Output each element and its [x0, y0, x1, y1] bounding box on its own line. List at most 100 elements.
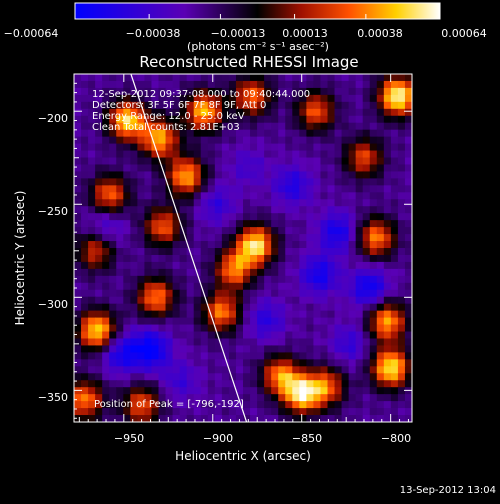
image-pixel: [362, 366, 371, 374]
image-pixel: [228, 122, 237, 131]
image-pixel: [200, 74, 209, 82]
image-pixel: [172, 345, 181, 353]
image-pixel: [102, 261, 110, 270]
image-pixel: [320, 206, 329, 214]
image-pixel: [221, 373, 230, 381]
image-pixel: [81, 310, 89, 319]
image-pixel: [116, 87, 124, 96]
image-pixel: [327, 324, 336, 333]
image-pixel: [95, 317, 103, 326]
image-pixel: [123, 380, 131, 388]
image-pixel: [221, 282, 230, 291]
image-pixel: [221, 394, 230, 402]
image-pixel: [130, 87, 138, 96]
image-pixel: [376, 241, 385, 249]
image-pixel: [271, 254, 279, 263]
image-pixel: [327, 241, 336, 249]
colorbar-ticks: [74, 14, 441, 19]
image-pixel: [109, 338, 117, 347]
image-pixel: [376, 303, 385, 312]
image-pixel: [88, 143, 96, 152]
image-pixel: [214, 317, 223, 326]
image-pixel: [320, 164, 329, 173]
image-pixel: [186, 352, 195, 360]
image-pixel: [264, 87, 272, 96]
image-pixel: [362, 241, 371, 249]
image-pixel: [341, 115, 350, 124]
image-pixel: [207, 408, 216, 416]
image-pixel: [327, 171, 336, 179]
image-pixel: [257, 345, 265, 353]
image-pixel: [257, 303, 265, 312]
image-pixel: [214, 164, 223, 173]
image-pixel: [299, 387, 307, 395]
image-pixel: [116, 220, 124, 228]
image-pixel: [320, 241, 329, 249]
image-pixel: [292, 317, 300, 326]
image-pixel: [313, 143, 322, 152]
image-pixel: [123, 129, 131, 138]
image-pixel: [179, 199, 188, 207]
image-pixel: [95, 387, 103, 395]
image-pixel: [306, 387, 315, 395]
image-pixel: [165, 171, 174, 179]
image-pixel: [285, 213, 293, 221]
image-pixel: [369, 220, 378, 228]
image-pixel: [102, 234, 110, 242]
image-pixel: [235, 87, 244, 96]
image-pixel: [200, 115, 209, 124]
image-pixel: [355, 241, 364, 249]
image-pixel: [165, 289, 174, 298]
image-pixel: [327, 317, 336, 326]
image-pixel: [158, 178, 167, 186]
image-pixel: [123, 261, 131, 270]
image-pixel: [376, 80, 385, 89]
image-pixel: [165, 401, 174, 409]
image-pixel: [369, 282, 378, 291]
image-pixel: [306, 171, 315, 179]
image-pixel: [285, 254, 293, 263]
image-pixel: [306, 74, 315, 82]
image-pixel: [207, 101, 216, 110]
image-pixel: [144, 282, 153, 291]
image-pixel: [341, 178, 350, 186]
image-pixel: [214, 282, 223, 291]
image-pixel: [123, 199, 131, 207]
image-pixel: [306, 324, 315, 333]
annotation-detectors: Detectors: 3F 5F 6F 7F 8F 9F, Att 0: [92, 100, 266, 111]
image-pixel: [334, 268, 343, 277]
image-pixel: [88, 220, 96, 228]
image-pixel: [200, 171, 209, 179]
image-pixel: [292, 359, 300, 367]
image-pixel: [299, 296, 307, 305]
image-pixel: [144, 94, 153, 103]
image-pixel: [144, 136, 153, 145]
image-pixel: [341, 122, 350, 131]
image-pixel: [102, 317, 110, 326]
image-pixel: [376, 268, 385, 277]
image-pixel: [397, 108, 406, 117]
image-pixel: [207, 115, 216, 124]
image-pixel: [264, 122, 272, 131]
image-pixel: [158, 401, 167, 409]
image-pixel: [165, 108, 174, 117]
image-pixel: [285, 178, 293, 186]
image-pixel: [95, 275, 103, 284]
image-pixel: [123, 80, 131, 89]
image-pixel: [109, 275, 117, 284]
image-pixel: [144, 143, 153, 152]
image-pixel: [235, 129, 244, 138]
image-pixel: [81, 241, 89, 249]
image-pixel: [404, 317, 412, 326]
image-pixel: [235, 275, 244, 284]
image-pixel: [404, 122, 412, 131]
image-pixel: [334, 206, 343, 214]
image-pixels: [74, 74, 412, 422]
image-pixel: [109, 80, 117, 89]
image-pixel: [397, 199, 406, 207]
image-pixel: [144, 338, 153, 347]
image-pixel: [250, 227, 258, 235]
image-pixel: [123, 275, 131, 284]
image-pixel: [292, 143, 300, 152]
